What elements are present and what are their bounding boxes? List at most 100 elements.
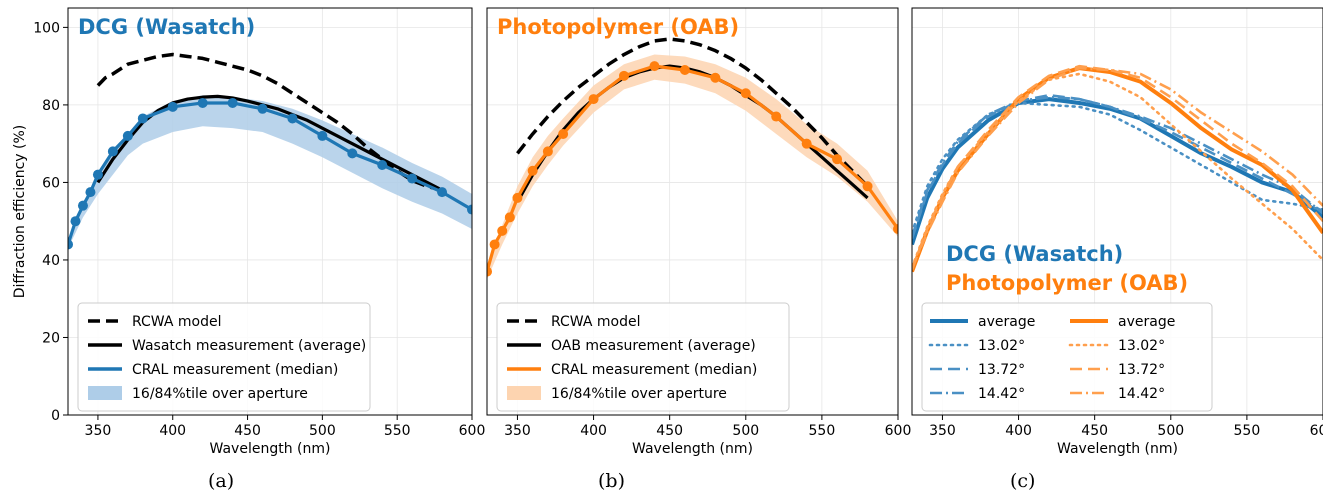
data-point [487,266,492,277]
data-point [437,187,448,198]
data-point [801,138,812,149]
legend-label: CRAL measurement (median) [132,362,338,378]
x-tick-label: 400 [1005,423,1032,439]
data-point [197,97,208,108]
y-tick-label: 0 [51,408,60,424]
plot-area [912,64,1323,273]
data-point [710,72,721,83]
data-point [77,200,88,211]
axes-frame [67,7,473,416]
series-line [912,64,1323,271]
legend-label: 14.42° [1118,386,1165,402]
panel-b: 350 400 450 500 550 600 Wavelength (nm) Photopo… [486,7,912,457]
panel-c: 350 400 450 500 550 600 Wavelength (nm) DCG (Wa… [911,7,1323,457]
legend-label: 13.02° [978,338,1025,354]
legend-label: 13.72° [978,362,1025,378]
legend-label: RCWA model [551,314,641,330]
legend-label: 13.02° [1118,338,1165,354]
legend-swatch [88,386,122,400]
y-tick-label: 80 [42,98,60,114]
data-point [558,128,569,139]
data-point [619,70,629,81]
plot-area [68,52,472,250]
data-point [832,154,843,165]
panel-title: Photopolymer (OAB) [497,15,739,39]
band-16-84-tile-over-aperture [487,54,898,280]
data-point [497,225,508,236]
series-line [912,72,1323,270]
data-point [68,239,73,250]
data-point [107,146,118,157]
annotation-dcg: DCG (Wasatch) [946,242,1123,266]
x-tick-label: 550 [1234,423,1261,439]
legend-label: average [1118,314,1175,330]
legend-box [77,302,371,412]
y-tick-label: 40 [42,253,60,269]
legend-label: 16/84%tile over aperture [551,386,727,402]
x-tick-label: 600 [885,423,912,439]
legend-label: 16/84%tile over aperture [132,386,308,402]
data-point [740,88,751,99]
legend-label: average [978,314,1035,330]
data-point [377,159,388,170]
legend-box [921,302,1213,412]
plot-area [487,37,898,280]
data-point [512,192,523,203]
data-point [771,111,782,122]
x-tick-label: 350 [504,423,531,439]
series-line [912,97,1323,246]
data-point [85,187,96,198]
data-point [862,181,873,192]
data-point [542,146,553,157]
data-point [347,148,358,159]
data-point [257,103,268,114]
series-line [912,95,1323,238]
x-axis-label: Wavelength (nm) [632,441,753,457]
legend-label: Wasatch measurement (average) [132,338,366,354]
series-line [912,101,1323,235]
legend-box [496,302,790,412]
legend-label: 13.72° [1118,362,1165,378]
y-tick-label: 20 [42,330,60,346]
legend-label: RCWA model [132,314,222,330]
data-point [70,216,81,227]
series-line [516,37,869,188]
x-tick-label: 450 [656,423,683,439]
x-axis-label: Wavelength (nm) [1057,441,1178,457]
x-axis-label: Wavelength (nm) [210,441,331,457]
data-point [649,61,660,72]
series-line [912,66,1323,273]
data-point [504,212,515,223]
legend-swatch [507,386,541,400]
data-point [167,101,178,112]
caption-b: (b) [598,470,625,492]
axes-frame [486,7,899,416]
annotation-oab: Photopolymer (OAB) [946,271,1188,295]
x-tick-label: 550 [809,423,836,439]
x-tick-label: 500 [309,423,336,439]
y-tick-label: 60 [42,175,60,191]
x-tick-label: 400 [159,423,186,439]
x-tick-label: 550 [384,423,411,439]
data-point [588,94,599,105]
data-point [467,204,472,215]
legend-label: 14.42° [978,386,1025,402]
y-axis-label: Diffraction efficiency (%) [12,125,28,299]
x-tick-label: 600 [1310,423,1323,439]
y-tick-label: 100 [33,20,60,36]
axes-frame [911,7,1323,416]
x-tick-label: 350 [929,423,956,439]
panel-a: 350 400 450 500 550 600 0 20 40 60 80 100 Diffractio… [12,7,485,457]
legend-label: OAB measurement (average) [551,338,756,354]
data-point [137,113,148,124]
data-point [893,223,898,234]
x-tick-label: 500 [1157,423,1184,439]
data-point [679,65,690,76]
data-point [287,113,298,124]
x-tick-label: 350 [85,423,112,439]
data-point [489,239,500,250]
caption-c: (c) [1010,470,1036,492]
x-tick-label: 400 [580,423,607,439]
data-point [407,173,418,184]
